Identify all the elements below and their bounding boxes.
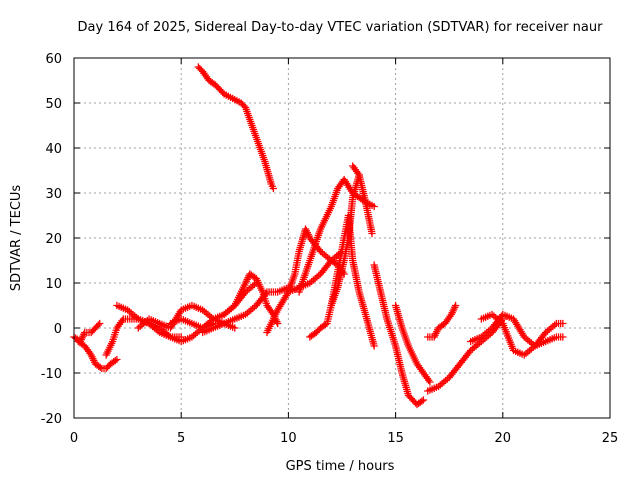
y-tick-label: 60 bbox=[45, 52, 62, 67]
x-axis-label: GPS time / hours bbox=[286, 459, 395, 474]
series-sat-b bbox=[74, 337, 121, 373]
plus-markers bbox=[295, 175, 378, 296]
plus-markers bbox=[424, 315, 507, 395]
plus-markers bbox=[349, 162, 376, 238]
y-tick-label: 10 bbox=[45, 277, 62, 292]
y-axis-label: SDTVAR / TECUs bbox=[9, 185, 24, 292]
y-tick-label: 20 bbox=[45, 232, 62, 247]
plus-markers bbox=[391, 301, 434, 386]
series-sat-t bbox=[466, 310, 567, 350]
x-tick-label: 15 bbox=[387, 431, 404, 446]
plus-markers bbox=[370, 261, 428, 409]
plus-markers bbox=[477, 310, 567, 359]
y-tick-label: 50 bbox=[45, 97, 62, 112]
series-sat-q bbox=[391, 301, 434, 386]
series-sat-n bbox=[327, 211, 378, 350]
y-tick-label: 40 bbox=[45, 142, 62, 157]
series-sat-p bbox=[370, 261, 428, 409]
plus-markers bbox=[424, 301, 460, 341]
plus-markers bbox=[74, 337, 121, 373]
series-sat-l bbox=[295, 175, 378, 296]
chart-title: Day 164 of 2025, Sidereal Day-to-day VTE… bbox=[78, 20, 604, 35]
plot-frame bbox=[73, 57, 611, 419]
y-tick-label: -20 bbox=[41, 412, 62, 427]
x-tick-label: 5 bbox=[177, 431, 185, 446]
series-sat-s bbox=[424, 301, 460, 341]
tick-labels: 0 5 10 15 20 25 60 50 40 30 20 10 0 -10 -20 bbox=[41, 52, 619, 446]
data-series bbox=[70, 63, 567, 409]
x-tick-label: 10 bbox=[280, 431, 297, 446]
plus-markers bbox=[194, 63, 278, 193]
series-sat-u bbox=[477, 310, 567, 359]
y-tick-label: 0 bbox=[54, 322, 62, 337]
series-sat-j bbox=[194, 63, 278, 193]
y-tick-label: 30 bbox=[45, 187, 62, 202]
series-sat-r bbox=[424, 315, 507, 395]
x-tick-label: 25 bbox=[602, 431, 619, 446]
plus-markers bbox=[327, 211, 378, 350]
x-tick-label: 0 bbox=[70, 431, 78, 446]
series-sat-o bbox=[349, 162, 376, 238]
x-tick-label: 20 bbox=[495, 431, 512, 446]
y-tick-label: -10 bbox=[41, 367, 62, 382]
plus-markers bbox=[466, 310, 567, 350]
